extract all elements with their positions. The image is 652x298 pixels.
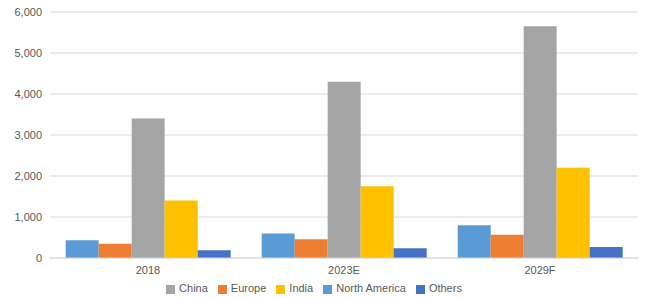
svg-text:3,000: 3,000 bbox=[14, 129, 42, 141]
html-text:India: India bbox=[289, 282, 314, 294]
svg-text:6,000: 6,000 bbox=[14, 6, 42, 18]
html-text:Others: Others bbox=[428, 282, 462, 294]
html-text:Europe: Europe bbox=[230, 282, 267, 294]
svg-text:5,000: 5,000 bbox=[14, 47, 42, 59]
svg-text:1,000: 1,000 bbox=[14, 211, 42, 223]
svg-text:2029F: 2029F bbox=[524, 264, 555, 276]
svg-text:2,000: 2,000 bbox=[14, 170, 42, 182]
html-text:China: China bbox=[179, 282, 208, 294]
svg-text:4,000: 4,000 bbox=[14, 88, 42, 100]
html-text:North America: North America bbox=[336, 282, 406, 294]
svg-text:2023E: 2023E bbox=[328, 264, 360, 276]
svg-text:0: 0 bbox=[36, 252, 42, 264]
svg-text:2018: 2018 bbox=[136, 264, 160, 276]
